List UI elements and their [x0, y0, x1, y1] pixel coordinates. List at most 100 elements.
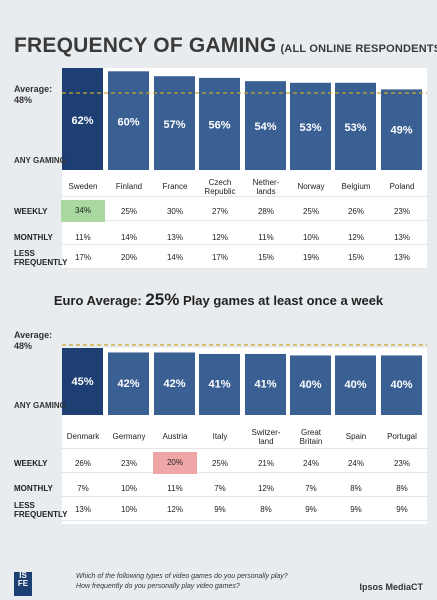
category-label-line: Denmark — [66, 432, 100, 441]
table-cell-monthly: 14% — [120, 233, 137, 242]
bar — [154, 76, 195, 170]
bar — [62, 348, 103, 415]
category-label: Switzer-land — [244, 428, 288, 446]
isfe-logo: IS FE — [14, 572, 32, 596]
table-cell-less: 14% — [166, 253, 183, 262]
table-cell-less: 9% — [214, 505, 226, 514]
page-title: FREQUENCY OF GAMING (ALL ONLINE RESPONDEN… — [14, 34, 437, 58]
table-cell-weekly: 24% — [347, 459, 364, 468]
category-label-line: Belgium — [341, 182, 371, 191]
category-label: Poland — [380, 182, 424, 191]
category-label-line: Finland — [115, 182, 143, 191]
category-label-line: Spain — [345, 432, 367, 441]
average-label: Average: 48% — [14, 84, 52, 106]
table-cell-monthly: 10% — [120, 484, 137, 493]
category-label-line: Sweden — [68, 182, 98, 191]
table-cell-less: 9% — [350, 505, 362, 514]
row-separator — [62, 448, 427, 449]
category-label: Czech Republic — [198, 178, 242, 196]
row-label-less-line: FREQUENTLY — [14, 510, 68, 519]
bar-value-label: 40% — [299, 379, 321, 391]
table-cell-monthly: 12% — [257, 484, 274, 493]
category-label: Italy — [198, 432, 242, 441]
table-cell-less: 9% — [305, 505, 317, 514]
row-separator — [62, 520, 427, 521]
category-label-line: Switzer- — [251, 428, 281, 437]
table-cell-monthly: 13% — [166, 233, 183, 242]
bar-value-label: 53% — [344, 122, 366, 134]
logo-line-2: FE — [17, 579, 29, 588]
footer-question-2: How frequently do you personally play vi… — [76, 583, 240, 590]
category-label: France — [153, 182, 197, 191]
category-label-line: Poland — [389, 182, 415, 191]
euro-average-value: 25% — [145, 290, 180, 309]
table-cell-weekly: 25% — [120, 207, 137, 216]
table-cell-weekly: 25% — [302, 207, 319, 216]
category-label: Portugal — [380, 432, 424, 441]
logo-line-1: IS — [19, 571, 27, 580]
title-subtitle: (ALL ONLINE RESPONDENTS) — [280, 43, 437, 55]
table-cell-weekly: 26% — [347, 207, 364, 216]
table-cell-less: 9% — [396, 505, 408, 514]
table-cell-weekly: 25% — [211, 459, 228, 468]
category-label: Austria — [153, 432, 197, 441]
table-cell-monthly: 8% — [350, 484, 362, 493]
table-cell-less: 17% — [74, 253, 91, 262]
average-label-text: Average: — [14, 84, 53, 94]
table-cell-less: 20% — [120, 253, 137, 262]
table-cell-less: 17% — [211, 253, 228, 262]
table-cell-monthly: 8% — [396, 484, 408, 493]
bar — [245, 81, 286, 170]
euro-average-suffix: Play games at least once a week — [183, 293, 384, 308]
bar-value-label: 57% — [163, 119, 185, 131]
bar — [290, 355, 331, 415]
row-label-less-frequently: LESS FREQUENTLY — [14, 501, 68, 519]
table-cell-weekly: 24% — [302, 459, 319, 468]
table-cell-monthly: 12% — [347, 233, 364, 242]
bar — [108, 71, 149, 170]
row-separator — [62, 196, 427, 197]
bar — [62, 68, 103, 170]
bar — [381, 355, 422, 415]
table-cell-less: 13% — [393, 253, 410, 262]
table-cell-monthly: 11% — [258, 233, 274, 242]
row-label-less-line: FREQUENTLY — [14, 258, 68, 267]
category-label-line: Italy — [212, 432, 228, 441]
title-text: FREQUENCY OF GAMING — [14, 34, 277, 57]
table-cell-less: 8% — [260, 505, 272, 514]
bar-value-label: 40% — [344, 379, 366, 391]
bar — [290, 82, 331, 170]
bar — [108, 352, 149, 415]
bar-value-label: 42% — [163, 378, 185, 390]
average-label: Average: 48% — [14, 330, 52, 352]
category-label: Germany — [107, 432, 151, 441]
bar-value-label: 42% — [117, 378, 139, 390]
bar-value-label: 54% — [254, 121, 276, 133]
row-separator — [62, 244, 427, 245]
table-cell-weekly: 26% — [74, 459, 91, 468]
bar-value-label: 53% — [299, 122, 321, 134]
bar-value-label: 41% — [208, 379, 230, 391]
row-label-weekly: WEEKLY — [14, 459, 48, 468]
row-separator — [62, 472, 427, 473]
table-cell-weekly: 23% — [120, 459, 137, 468]
category-label-line: land — [258, 437, 274, 446]
average-label-value: 48% — [14, 95, 33, 105]
bar — [154, 352, 195, 415]
table-cell-less: 19% — [302, 253, 319, 262]
category-label-line: Nether- — [252, 178, 280, 187]
category-label: Great Britain — [289, 428, 333, 446]
category-label-line: Austria — [162, 432, 188, 441]
ipsos-brand: Ipsos MediaCT — [359, 582, 423, 592]
table-cell-weekly: 23% — [393, 207, 410, 216]
table-cell-weekly: 30% — [166, 207, 183, 216]
euro-average: Euro Average: 25% Play games at least on… — [0, 290, 437, 310]
table-cell-monthly: 10% — [302, 233, 319, 242]
table-cell-less: 10% — [120, 505, 137, 514]
category-label-line: Great — [300, 428, 321, 437]
row-label-monthly: MONTHLY — [14, 484, 53, 493]
category-label: Finland — [107, 182, 151, 191]
bar — [335, 355, 376, 415]
any-gaming-label: ANY GAMING — [14, 401, 66, 410]
